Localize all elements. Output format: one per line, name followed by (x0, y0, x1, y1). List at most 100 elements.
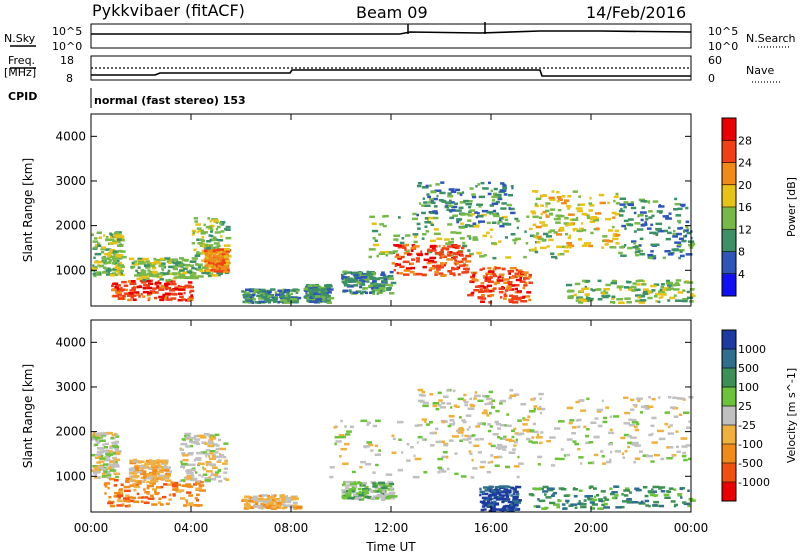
velocity-panel-cell (154, 475, 158, 479)
velocity-panel-cell (183, 477, 189, 480)
power-panel-cell (538, 216, 542, 219)
velocity-panel-cell (278, 506, 282, 509)
power-panel-cell (535, 241, 538, 244)
velocity-panel-cell (103, 471, 108, 474)
power-panel-cell (101, 271, 109, 274)
power-panel-cell (107, 255, 112, 258)
velocity-panel-cell (143, 501, 150, 504)
power-panel-cell (187, 298, 194, 301)
velocity-panel-cell (384, 482, 389, 486)
power-panel-cell (258, 300, 265, 304)
power-panel-cell (433, 216, 439, 220)
power-panel-cell (433, 205, 438, 208)
power-panel-cell (138, 260, 145, 264)
velocity-panel-cell (475, 425, 481, 428)
colorbar-swatch (722, 162, 736, 186)
power-panel-cell (583, 287, 590, 290)
velocity-panel-cell (499, 437, 505, 440)
power-panel-cell (467, 293, 474, 297)
velocity-panel-cell (252, 495, 258, 498)
velocity-panel-cell (494, 486, 500, 489)
y-tick-label: 1000 (55, 263, 86, 277)
power-panel-cell (187, 281, 193, 284)
velocity-panel-cell (340, 447, 347, 451)
velocity-panel-cell (490, 454, 494, 457)
velocity-panel-cell (642, 454, 649, 457)
velocity-panel-cell (253, 498, 261, 502)
power-panel-cell (497, 196, 502, 199)
velocity-panel-cell (131, 467, 135, 470)
colorbar-tick-label: 12 (738, 223, 752, 236)
velocity-panel-cell (109, 460, 115, 464)
power-panel-cell (410, 262, 414, 265)
velocity-panel-cell (499, 424, 505, 427)
velocity-panel-cell (669, 424, 673, 427)
velocity-panel-cell (129, 484, 137, 487)
velocity-panel-cell (502, 448, 507, 451)
velocity-panel-cell (255, 502, 259, 506)
power-panel-cell (359, 282, 365, 286)
velocity-panel-cell (151, 495, 154, 498)
power-panel-cell (432, 210, 438, 213)
power-panel-cell (183, 291, 186, 295)
power-panel-cell (623, 201, 629, 204)
power-panel-cell (170, 292, 176, 296)
power-panel-cell (211, 238, 217, 242)
power-panel-cell (556, 245, 563, 249)
velocity-panel-cell (366, 488, 372, 491)
velocity-panel-cell (179, 479, 182, 483)
velocity-panel-cell (570, 503, 578, 506)
power-panel-cell (459, 254, 464, 257)
power-panel-cell (489, 228, 494, 231)
power-panel-cell (497, 279, 503, 282)
velocity-panel-cell (132, 469, 140, 473)
power-panel-cell (446, 245, 453, 248)
cpid-text: normal (fast stereo) 153 (94, 94, 246, 107)
power-panel-cell (372, 290, 376, 293)
power-panel-cell (115, 270, 120, 273)
power-panel-cell (360, 292, 364, 295)
velocity-panel-cell (596, 410, 602, 413)
power-panel-cell (477, 212, 480, 215)
velocity-panel-cell (185, 501, 189, 504)
power-panel-cell (356, 281, 362, 284)
power-panel-cell (656, 210, 663, 213)
cpid-label: CPID (8, 90, 37, 103)
velocity-panel-cell (546, 487, 553, 490)
power-panel-cell (503, 278, 510, 281)
power-panel-cell (145, 260, 150, 263)
power-panel-cell (572, 227, 578, 231)
power-panel-cell (635, 279, 641, 283)
velocity-panel-cell (432, 402, 440, 405)
velocity-panel-cell (586, 495, 593, 498)
power-panel-cell (472, 222, 477, 225)
power-panel-cell (570, 295, 574, 298)
velocity-panel-cell (144, 491, 150, 494)
power-panel-cell (658, 290, 665, 293)
power-panel-cell (116, 259, 120, 263)
velocity-panel-cell (412, 475, 420, 479)
power-panel-cell (120, 265, 125, 269)
power-panel-cell (469, 280, 475, 284)
power-panel-cell (472, 236, 478, 239)
power-panel-cell (381, 286, 386, 289)
power-panel-cell (642, 292, 649, 296)
colorbar-tick-label: 500 (738, 362, 759, 375)
colorbar-swatch (722, 184, 736, 208)
velocity-panel-cell (681, 445, 688, 448)
velocity-panel-cell (578, 500, 581, 503)
power-panel-cell (148, 271, 154, 274)
velocity-panel-cell (632, 418, 637, 422)
power-panel-cell (388, 274, 394, 278)
power-panel-cell (305, 294, 313, 297)
power-panel-cell (203, 249, 208, 252)
colorbar-tick-label: 4 (738, 268, 745, 281)
velocity-panel-cell (628, 418, 633, 421)
power-panel-cell (318, 286, 322, 289)
power-panel-cell (202, 245, 209, 248)
power-panel-cell (216, 251, 220, 254)
power-panel-cell (464, 224, 471, 227)
velocity-panel-cell (150, 462, 156, 466)
velocity-panel-cell (502, 437, 506, 440)
power-panel-cell (479, 255, 485, 258)
